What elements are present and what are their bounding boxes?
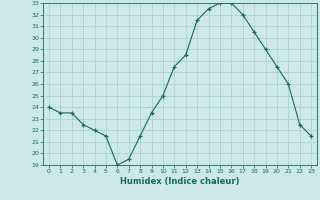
X-axis label: Humidex (Indice chaleur): Humidex (Indice chaleur)	[120, 177, 240, 186]
